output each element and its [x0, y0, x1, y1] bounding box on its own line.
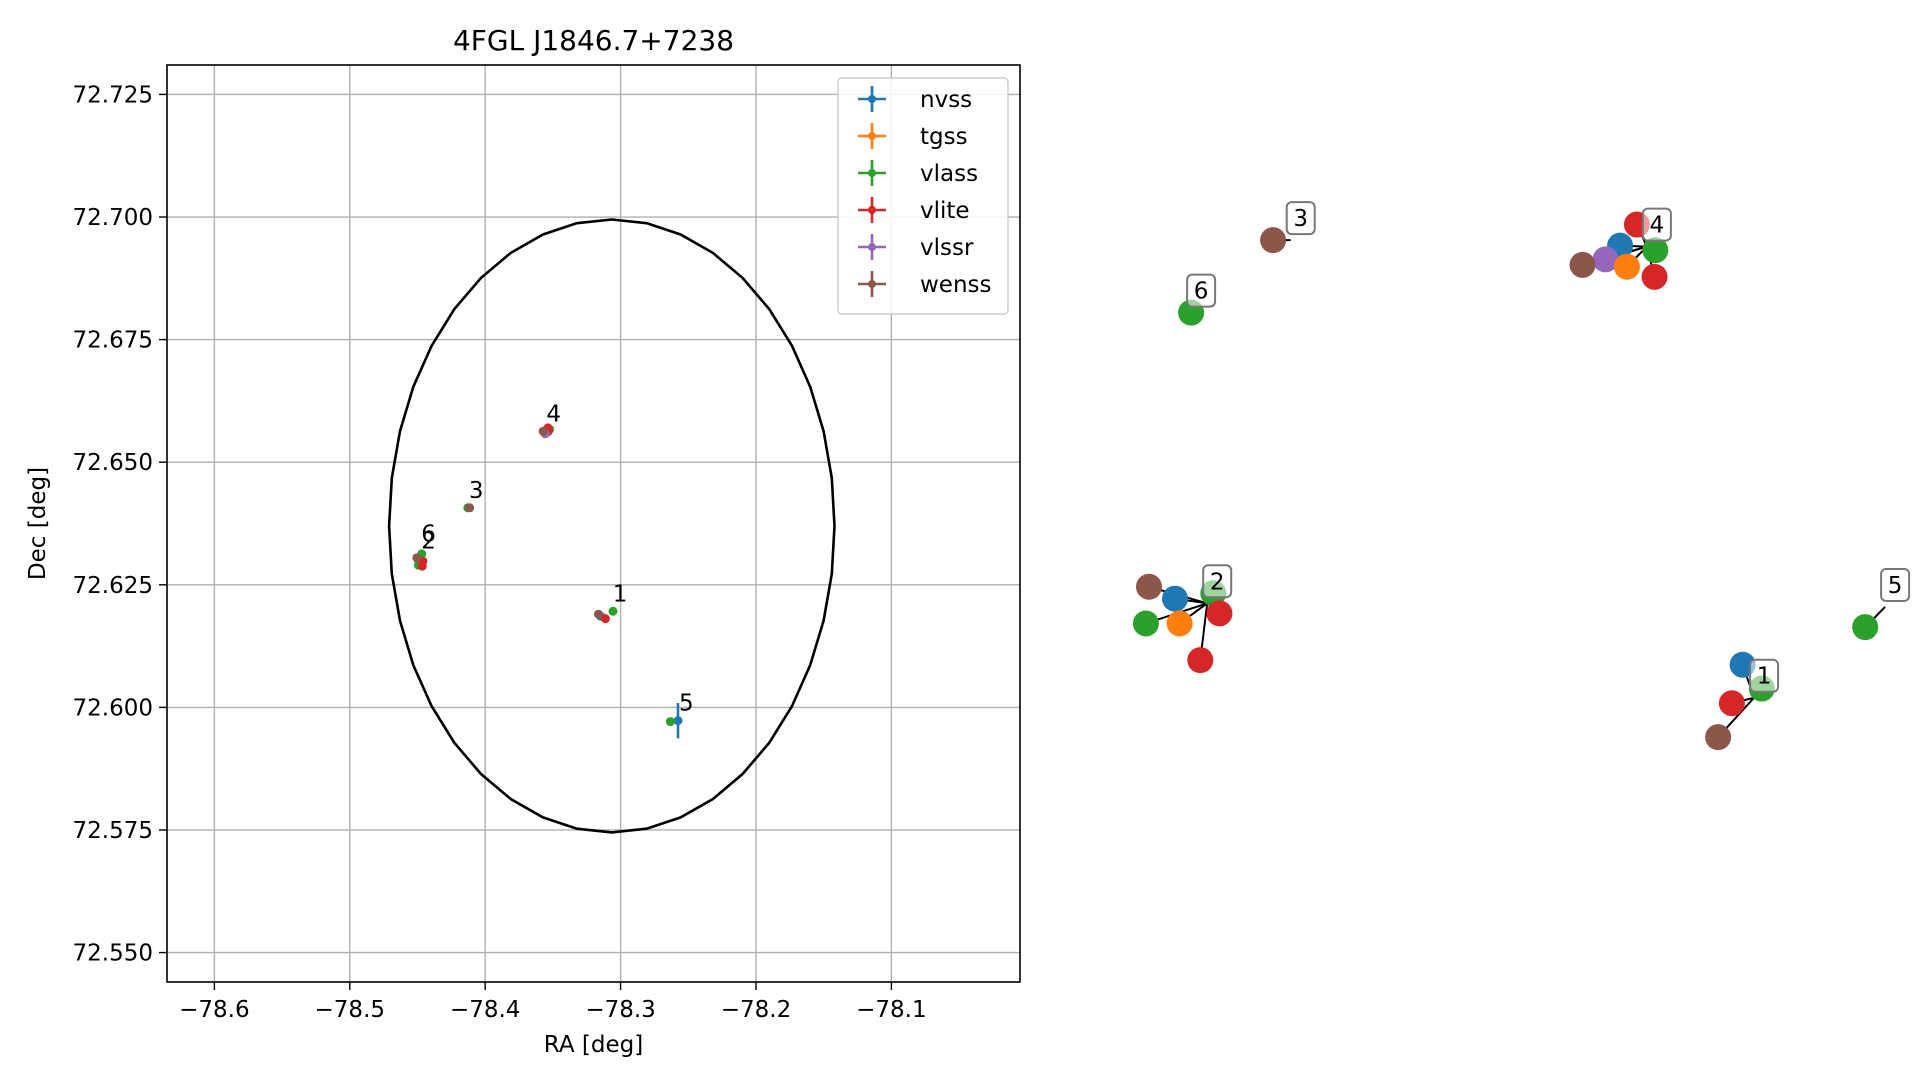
point-wenss — [465, 503, 475, 513]
y-tick-label: 72.550 — [73, 941, 153, 967]
x-tick-label: −78.2 — [721, 997, 791, 1023]
cluster-label-box — [1749, 658, 1780, 693]
legend-label-vlass: vlass — [920, 161, 978, 187]
point-wenss — [594, 609, 604, 619]
point-vlite — [417, 561, 427, 571]
cluster-label-2: 2 — [1202, 564, 1233, 599]
node-vlite — [1641, 263, 1668, 290]
cluster-label-text: 4 — [1650, 213, 1665, 239]
node-nvss — [1162, 585, 1189, 612]
x-tick-label: −78.3 — [585, 997, 655, 1023]
legend-marker-tgss — [868, 132, 876, 140]
point-wenss — [412, 553, 422, 563]
node-wenss — [1569, 251, 1596, 278]
point-vlass — [608, 606, 618, 616]
legend-marker-vlite — [868, 206, 876, 214]
cluster-label-text: 3 — [1293, 206, 1308, 232]
y-tick-label: 72.575 — [73, 818, 153, 844]
annotation-4: 4 — [546, 401, 561, 427]
legend-marker-vlass — [868, 169, 876, 177]
legend-label-vlite: vlite — [920, 198, 970, 224]
y-tick-label: 72.725 — [73, 82, 153, 108]
node-vlass — [1642, 237, 1669, 264]
plot-content — [387, 218, 836, 834]
cluster-label-3: 3 — [1285, 201, 1316, 236]
cluster-label-5: 5 — [1880, 567, 1911, 602]
cluster-label-6: 6 — [1186, 273, 1217, 308]
y-tick-label: 72.625 — [73, 573, 153, 599]
cluster-label-text: 6 — [1194, 279, 1209, 305]
legend-label-wenss: wenss — [920, 272, 992, 298]
annotation-5: 5 — [679, 691, 694, 717]
y-axis-label: Dec [deg] — [25, 467, 51, 580]
x-axis-label: RA [deg] — [544, 1032, 643, 1058]
node-tgss — [1166, 610, 1193, 637]
cluster-label-box — [1641, 207, 1672, 242]
annotation-2: 2 — [421, 528, 436, 554]
legend-marker-nvss — [868, 95, 876, 103]
grid — [167, 65, 1020, 982]
legend-label-tgss: tgss — [920, 124, 968, 150]
legend: nvss tgss vlass vlite vlssr wenss — [837, 77, 1009, 315]
cluster-label-box — [1285, 201, 1316, 236]
point-vlite — [600, 614, 610, 624]
network-labels: 1 2 3 4 5 6 — [1186, 201, 1911, 693]
y-tick-label: 72.650 — [73, 450, 153, 476]
error-ellipse — [387, 218, 836, 834]
node-wenss — [1260, 227, 1287, 254]
plot-frame — [166, 64, 1021, 983]
node-wenss — [1135, 573, 1162, 600]
cluster-label-text: 5 — [1888, 573, 1903, 599]
x-tick-label: −78.4 — [450, 997, 520, 1023]
cluster-label-4: 4 — [1641, 207, 1672, 242]
legend-label-nvss: nvss — [920, 87, 972, 113]
y-tick-label: 72.675 — [73, 328, 153, 354]
node-vlssr — [1592, 246, 1619, 273]
x-tick-label: −78.6 — [179, 997, 249, 1023]
x-tick-label: −78.5 — [315, 997, 385, 1023]
legend-marker-wenss — [868, 280, 876, 288]
cluster-label-text: 2 — [1210, 569, 1225, 595]
node-wenss — [1705, 724, 1732, 751]
node-vlite — [1206, 600, 1233, 627]
annotation-6: 6 — [421, 521, 436, 547]
legend-marker-vlssr — [868, 243, 876, 251]
node-vlite — [1718, 690, 1745, 717]
x-tick-label: −78.1 — [856, 997, 926, 1023]
annotation-1: 1 — [613, 581, 628, 607]
network-panel: 1 2 3 4 5 6 — [1132, 201, 1911, 751]
data-points — [412, 423, 683, 739]
y-tick-label: 72.700 — [73, 205, 153, 231]
cluster-label-box — [1186, 273, 1217, 308]
cluster-label-text: 1 — [1757, 664, 1772, 690]
node-vlite — [1187, 647, 1214, 674]
annotation-3: 3 — [469, 478, 484, 504]
cluster-label-box — [1880, 567, 1911, 602]
annotations: 1 2 3 4 5 6 — [421, 401, 693, 716]
node-vlass — [1132, 610, 1159, 637]
point-vlass — [665, 717, 675, 727]
legend-label-vlssr: vlssr — [920, 235, 974, 261]
point-wenss — [538, 426, 548, 436]
point-nvss — [673, 716, 683, 726]
scatter-panel: 1 2 3 4 5 6 −78.6 −78.5 −78.4 −78.3 −78.2 −78.1 72… — [25, 24, 1021, 1058]
chart-title: 4FGL J1846.7+7238 — [453, 24, 734, 57]
cluster-label-1: 1 — [1749, 658, 1780, 693]
x-axis-ticks: −78.6 −78.5 −78.4 −78.3 −78.2 −78.1 — [179, 982, 927, 1023]
node-tgss — [1613, 253, 1640, 280]
node-vlass — [1852, 614, 1879, 641]
y-axis-ticks: 72.550 72.575 72.600 72.625 72.650 72.675 72.7… — [73, 82, 167, 967]
cluster-label-box — [1202, 564, 1233, 599]
y-tick-label: 72.600 — [73, 695, 153, 721]
